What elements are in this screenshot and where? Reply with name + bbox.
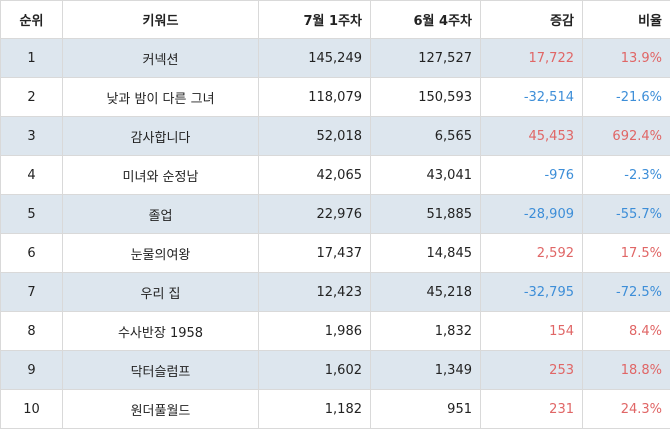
header-rank: 순위 xyxy=(0,0,63,39)
cell-week-jul1: 22,976 xyxy=(258,194,371,234)
cell-ratio: -72.5% xyxy=(582,272,670,312)
table-header-row: 순위 키워드 7월 1주차 6월 4주차 증감 비율 xyxy=(0,0,670,39)
table-row: 3 감사합니다 52,018 6,565 45,453 692.4% xyxy=(0,116,670,156)
cell-week-jun4: 150,593 xyxy=(370,77,481,117)
cell-change: 17,722 xyxy=(480,38,583,78)
table-row: 9 닥터슬럼프 1,602 1,349 253 18.8% xyxy=(0,350,670,390)
cell-rank: 9 xyxy=(0,350,63,390)
cell-week-jun4: 1,349 xyxy=(370,350,481,390)
table-row: 4 미녀와 순정남 42,065 43,041 -976 -2.3% xyxy=(0,155,670,195)
table-row: 7 우리 집 12,423 45,218 -32,795 -72.5% xyxy=(0,272,670,312)
cell-change: 253 xyxy=(480,350,583,390)
table-row: 10 원더풀월드 1,182 951 231 24.3% xyxy=(0,389,670,429)
cell-keyword: 눈물의여왕 xyxy=(62,233,259,273)
cell-week-jun4: 51,885 xyxy=(370,194,481,234)
cell-week-jul1: 52,018 xyxy=(258,116,371,156)
cell-week-jun4: 1,832 xyxy=(370,311,481,351)
cell-change: 154 xyxy=(480,311,583,351)
header-ratio: 비율 xyxy=(582,0,670,39)
cell-week-jun4: 6,565 xyxy=(370,116,481,156)
table-row: 8 수사반장 1958 1,986 1,832 154 8.4% xyxy=(0,311,670,351)
cell-week-jul1: 1,182 xyxy=(258,389,371,429)
cell-keyword: 우리 집 xyxy=(62,272,259,312)
cell-week-jun4: 45,218 xyxy=(370,272,481,312)
cell-week-jun4: 951 xyxy=(370,389,481,429)
table-row: 1 커넥션 145,249 127,527 17,722 13.9% xyxy=(0,38,670,78)
cell-week-jul1: 118,079 xyxy=(258,77,371,117)
header-keyword: 키워드 xyxy=(62,0,259,39)
cell-rank: 2 xyxy=(0,77,63,117)
cell-keyword: 커넥션 xyxy=(62,38,259,78)
cell-keyword: 원더풀월드 xyxy=(62,389,259,429)
cell-rank: 5 xyxy=(0,194,63,234)
cell-ratio: 18.8% xyxy=(582,350,670,390)
header-week-jul1: 7월 1주차 xyxy=(258,0,371,39)
cell-rank: 3 xyxy=(0,116,63,156)
cell-ratio: 17.5% xyxy=(582,233,670,273)
cell-rank: 8 xyxy=(0,311,63,351)
table-row: 2 낮과 밤이 다른 그녀 118,079 150,593 -32,514 -2… xyxy=(0,77,670,117)
cell-ratio: 13.9% xyxy=(582,38,670,78)
cell-ratio: 24.3% xyxy=(582,389,670,429)
cell-ratio: 692.4% xyxy=(582,116,670,156)
header-week-jun4: 6월 4주차 xyxy=(370,0,481,39)
cell-week-jul1: 1,602 xyxy=(258,350,371,390)
cell-week-jun4: 14,845 xyxy=(370,233,481,273)
cell-change: -976 xyxy=(480,155,583,195)
cell-keyword: 미녀와 순정남 xyxy=(62,155,259,195)
cell-rank: 4 xyxy=(0,155,63,195)
cell-change: -32,795 xyxy=(480,272,583,312)
table-row: 5 졸업 22,976 51,885 -28,909 -55.7% xyxy=(0,194,670,234)
table-row: 6 눈물의여왕 17,437 14,845 2,592 17.5% xyxy=(0,233,670,273)
cell-week-jul1: 145,249 xyxy=(258,38,371,78)
cell-week-jun4: 127,527 xyxy=(370,38,481,78)
cell-ratio: -2.3% xyxy=(582,155,670,195)
header-change: 증감 xyxy=(480,0,583,39)
cell-keyword: 졸업 xyxy=(62,194,259,234)
cell-ratio: -21.6% xyxy=(582,77,670,117)
cell-rank: 7 xyxy=(0,272,63,312)
cell-week-jul1: 12,423 xyxy=(258,272,371,312)
cell-week-jul1: 17,437 xyxy=(258,233,371,273)
cell-rank: 6 xyxy=(0,233,63,273)
cell-ratio: -55.7% xyxy=(582,194,670,234)
cell-week-jul1: 1,986 xyxy=(258,311,371,351)
cell-keyword: 낮과 밤이 다른 그녀 xyxy=(62,77,259,117)
cell-rank: 10 xyxy=(0,389,63,429)
cell-change: 2,592 xyxy=(480,233,583,273)
cell-week-jul1: 42,065 xyxy=(258,155,371,195)
cell-change: -28,909 xyxy=(480,194,583,234)
cell-keyword: 닥터슬럼프 xyxy=(62,350,259,390)
cell-keyword: 수사반장 1958 xyxy=(62,311,259,351)
cell-change: 45,453 xyxy=(480,116,583,156)
cell-change: -32,514 xyxy=(480,77,583,117)
cell-week-jun4: 43,041 xyxy=(370,155,481,195)
cell-change: 231 xyxy=(480,389,583,429)
cell-ratio: 8.4% xyxy=(582,311,670,351)
cell-keyword: 감사합니다 xyxy=(62,116,259,156)
cell-rank: 1 xyxy=(0,38,63,78)
